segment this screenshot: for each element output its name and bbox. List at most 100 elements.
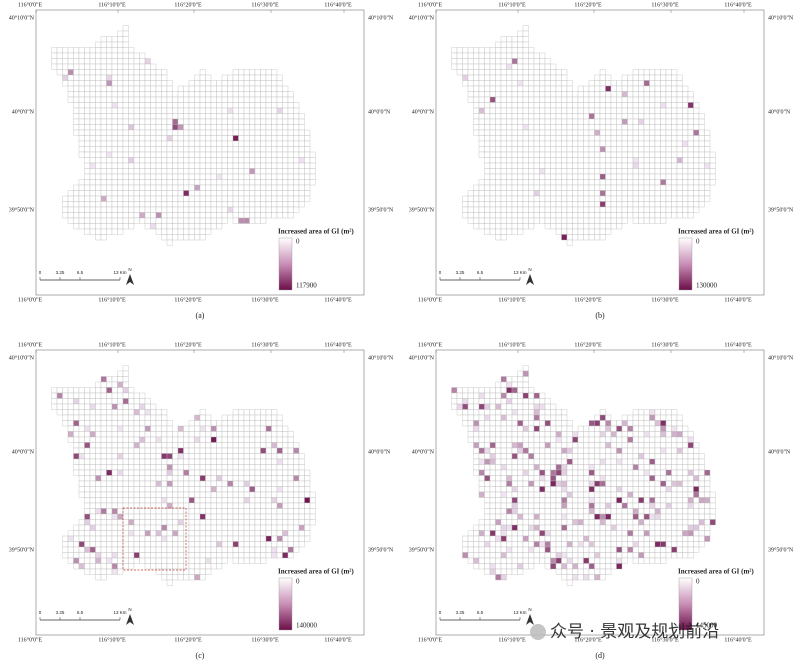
grid-cell	[277, 75, 283, 81]
grid-cell	[639, 421, 645, 427]
grid-cell	[496, 514, 502, 520]
grid-cell	[683, 481, 689, 487]
grid-cell	[578, 130, 584, 136]
grid-cell	[145, 531, 151, 537]
grid-cell	[507, 103, 513, 109]
grid-cell	[255, 147, 261, 153]
grid-cell	[129, 520, 135, 526]
grid-cell	[683, 125, 689, 131]
grid-cell	[266, 498, 272, 504]
grid-cell	[683, 207, 689, 213]
grid-cell	[650, 492, 656, 498]
grid-cell	[661, 97, 667, 103]
grid-cell	[600, 421, 606, 427]
grid-cell	[184, 108, 190, 114]
grid-cell	[490, 70, 496, 76]
grid-cell	[567, 114, 573, 120]
grid-cell	[655, 174, 661, 180]
grid-cell	[90, 141, 96, 147]
grid-cell	[633, 421, 639, 427]
grid-cell	[523, 70, 529, 76]
grid-cell	[162, 514, 168, 520]
grid-cell	[129, 70, 135, 76]
grid-cell	[288, 174, 294, 180]
grid-cell	[534, 207, 540, 213]
grid-cell	[672, 147, 678, 153]
grid-cell	[101, 59, 107, 65]
scale-label: 13 Km	[113, 610, 126, 615]
grid-cell	[600, 130, 606, 136]
grid-cell	[156, 536, 162, 542]
grid-cell	[167, 432, 173, 438]
grid-cell	[633, 520, 639, 526]
grid-cell	[101, 53, 107, 59]
grid-cell	[107, 410, 113, 416]
grid-cell	[123, 558, 129, 564]
grid-cell	[578, 498, 584, 504]
grid-cell	[233, 207, 239, 213]
grid-cell	[710, 152, 716, 158]
grid-cell	[639, 70, 645, 76]
top-lon-label: 116°0'0"E	[18, 1, 43, 8]
grid-cell	[512, 174, 518, 180]
grid-cell	[534, 437, 540, 443]
grid-cell	[118, 432, 124, 438]
grid-cell	[101, 163, 107, 169]
grid-cell	[474, 70, 480, 76]
grid-cell	[101, 185, 107, 191]
grid-cell	[288, 520, 294, 526]
grid-cell	[573, 136, 579, 142]
grid-cell	[305, 169, 311, 175]
grid-cell	[573, 235, 579, 241]
grid-cell	[655, 86, 661, 92]
grid-cell	[589, 158, 595, 164]
grid-cell	[261, 92, 267, 98]
grid-cell	[512, 448, 518, 454]
grid-cell	[233, 169, 239, 175]
grid-cell	[655, 481, 661, 487]
grid-cell	[244, 487, 250, 493]
grid-cell	[699, 514, 705, 520]
grid-cell	[107, 136, 113, 142]
grid-cell	[534, 421, 540, 427]
grid-cell	[206, 498, 212, 504]
grid-cell	[244, 536, 250, 542]
legend-ramp	[279, 578, 292, 630]
grid-cell	[222, 542, 228, 548]
grid-cell	[529, 498, 535, 504]
grid-cell	[617, 224, 623, 230]
grid-cell	[79, 481, 85, 487]
grid-cell	[540, 448, 546, 454]
grid-cell	[299, 531, 305, 537]
grid-cell	[57, 388, 63, 394]
grid-cell	[129, 481, 135, 487]
grid-cell	[534, 53, 540, 59]
grid-cell	[123, 547, 129, 553]
grid-cell	[145, 564, 151, 570]
grid-cell	[123, 53, 129, 59]
grid-cell	[606, 459, 612, 465]
grid-cell	[118, 48, 124, 54]
grid-cell	[255, 169, 261, 175]
grid-cell	[123, 481, 129, 487]
grid-cell	[140, 437, 146, 443]
grid-cell	[79, 432, 85, 438]
grid-cell	[261, 196, 267, 202]
grid-cell	[96, 70, 102, 76]
grid-cell	[233, 509, 239, 515]
grid-cell	[85, 147, 91, 153]
grid-cell	[118, 158, 124, 164]
grid-cell	[211, 558, 217, 564]
grid-cell	[156, 97, 162, 103]
grid-cell	[299, 465, 305, 471]
grid-cell	[606, 520, 612, 526]
grid-cell	[589, 503, 595, 509]
grid-cell	[600, 481, 606, 487]
grid-cell	[112, 553, 118, 559]
grid-cell	[250, 492, 256, 498]
grid-cell	[628, 158, 634, 164]
grid-cell	[611, 92, 617, 98]
grid-cell	[239, 108, 245, 114]
grid-cell	[195, 119, 201, 125]
grid-cell	[195, 141, 201, 147]
